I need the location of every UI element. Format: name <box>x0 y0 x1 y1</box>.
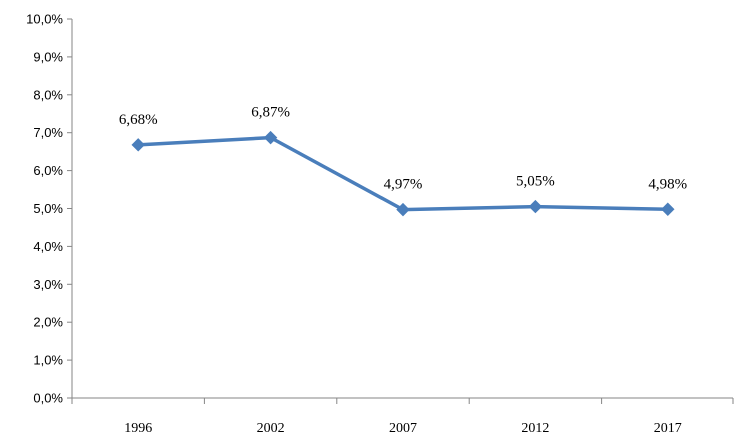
y-tick-label: 10,0% <box>26 12 63 27</box>
y-tick-label: 6,0% <box>33 163 63 178</box>
data-label: 4,97% <box>384 177 423 193</box>
y-tick-label: 2,0% <box>33 315 63 330</box>
y-tick-label: 0,0% <box>33 391 63 406</box>
x-tick-label: 1996 <box>124 421 152 436</box>
data-point-marker <box>263 130 278 145</box>
x-tick-label: 2017 <box>654 421 682 436</box>
data-point-marker <box>661 202 675 216</box>
y-tick-label: 1,0% <box>33 353 63 368</box>
series-line <box>138 135 668 212</box>
x-axis: 1996 2002 2007 2012 2017 <box>71 397 734 436</box>
y-tick-label: 3,0% <box>33 277 63 292</box>
x-tick-label: 2002 <box>257 421 285 436</box>
data-point-marker <box>528 199 543 214</box>
data-point-marker <box>131 138 145 152</box>
data-labels-group: 6,68% 6,87% 4,97% 5,05% 4,98% <box>119 105 687 193</box>
x-tick-label: 2012 <box>521 421 549 436</box>
y-axis: 0,0% 1,0% 2,0% 3,0% 4,0% 5,0% 6,0% 7,0% 8,0% 9,0%… <box>26 12 73 406</box>
y-tick-label: 5,0% <box>33 201 63 216</box>
y-tick-label: 9,0% <box>33 49 63 64</box>
series-group <box>131 130 675 217</box>
data-label: 4,98% <box>648 176 687 192</box>
data-point-marker <box>396 202 410 217</box>
y-tick-label: 7,0% <box>33 125 63 140</box>
x-tick-label: 2007 <box>389 421 417 436</box>
data-label: 6,68% <box>119 112 158 128</box>
data-label: 6,87% <box>251 105 290 121</box>
data-label: 5,05% <box>516 174 555 190</box>
y-tick-label: 4,0% <box>33 239 63 254</box>
y-tick-label: 8,0% <box>33 87 63 102</box>
